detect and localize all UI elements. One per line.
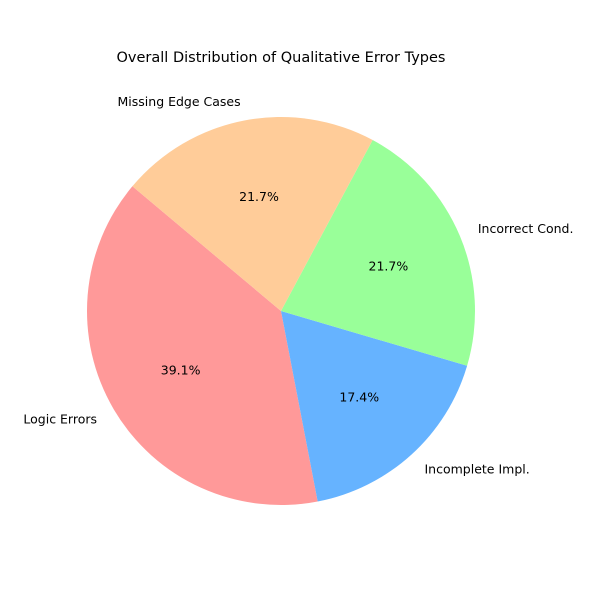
pie-slice-incomplete-impl <box>281 311 468 502</box>
slice-percent-incomplete-impl: 17.4% <box>339 390 379 405</box>
slice-percent-logic-errors: 39.1% <box>161 362 201 377</box>
pie-slice-logic-errors <box>87 186 318 506</box>
pie-slice-incorrect-cond <box>281 140 475 366</box>
pie-labels: Logic Errors 39.1% Incomplete Impl. 17.4% In… <box>23 94 573 477</box>
chart-title: Overall Distribution of Qualitative Erro… <box>117 50 446 66</box>
slice-percent-missing-edge-cases: 21.7% <box>239 189 279 204</box>
slice-label-incorrect-cond: Incorrect Cond. <box>478 221 574 236</box>
slice-label-logic-errors: Logic Errors <box>23 412 97 427</box>
pie-slices <box>87 117 475 506</box>
slice-label-incomplete-impl: Incomplete Impl. <box>424 461 529 476</box>
slice-label-missing-edge-cases: Missing Edge Cases <box>118 94 241 109</box>
pie-slice-missing-edge-cases <box>132 117 373 312</box>
slice-percent-incorrect-cond: 21.7% <box>369 259 409 274</box>
